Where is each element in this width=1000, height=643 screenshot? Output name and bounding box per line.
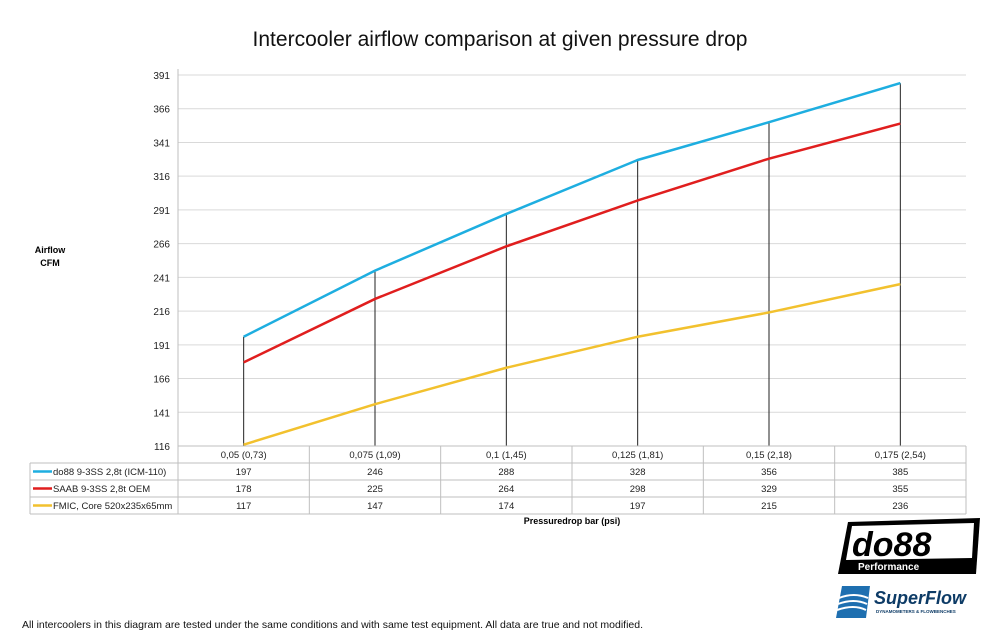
y-tick-label: 266 <box>153 240 170 251</box>
y-tick-label: 141 <box>153 408 170 419</box>
y-tick-label: 166 <box>153 375 170 386</box>
y-axis-label-line2: CFM <box>40 258 60 268</box>
x-tick-label: 0,1 (1,45) <box>486 450 527 461</box>
y-tick-label: 216 <box>153 307 170 318</box>
table-cell: 328 <box>630 467 646 478</box>
x-tick-label: 0,125 (1,81) <box>612 450 663 461</box>
table-cell: 174 <box>498 501 514 512</box>
table-cell: 329 <box>761 484 777 495</box>
series-line <box>243 81 901 338</box>
legend-label: do88 9-3SS 2,8t (ICM-110) <box>53 467 166 478</box>
x-tick-label: 0,05 (0,73) <box>221 450 267 461</box>
table-cell: 117 <box>236 501 251 512</box>
table-cell: 147 <box>367 501 383 512</box>
superflow-logo: SuperFlow DYNAMOMETERS & FLOWBENCHES <box>836 586 967 618</box>
table-cell: 264 <box>498 484 514 495</box>
svg-text:Performance: Performance <box>858 562 920 573</box>
x-axis-label: Pressuredrop bar (psi) <box>523 516 621 526</box>
y-tick-label: 241 <box>153 273 170 284</box>
table-cell: 178 <box>236 484 252 495</box>
table-cell: 356 <box>761 467 777 478</box>
table-cell: 385 <box>892 467 908 478</box>
series-line <box>243 282 901 446</box>
table-cell: 215 <box>761 501 777 512</box>
chart-title: Intercooler airflow comparison at given … <box>252 28 748 51</box>
y-tick-label: 391 <box>153 71 170 82</box>
y-tick-label: 191 <box>153 341 170 352</box>
svg-text:SuperFlow: SuperFlow <box>874 588 967 608</box>
y-axis-label-line1: Airflow <box>34 245 66 255</box>
y-axis-label: Airflow CFM <box>20 244 80 270</box>
table-cell: 246 <box>367 467 383 478</box>
table-cell: 197 <box>236 467 252 478</box>
svg-text:do88: do88 <box>852 526 931 564</box>
table-cell: 225 <box>367 484 383 495</box>
svg-text:DYNAMOMETERS & FLOWBENCHES: DYNAMOMETERS & FLOWBENCHES <box>876 609 956 614</box>
table-cell: 197 <box>630 501 646 512</box>
y-tick-label: 316 <box>153 172 170 183</box>
x-tick-label: 0,075 (1,09) <box>349 450 400 461</box>
legend-label: SAAB 9-3SS 2,8t OEM <box>53 484 150 495</box>
x-tick-label: 0,15 (2,18) <box>746 450 792 461</box>
table-cell: 355 <box>892 484 908 495</box>
legend-label: FMIC, Core 520x235x65mm <box>53 501 172 512</box>
table-cell: 288 <box>498 467 514 478</box>
footer-note: All intercoolers in this diagram are tes… <box>22 619 644 631</box>
y-tick-label: 366 <box>153 105 170 116</box>
do88-logo: do88 Performance <box>838 518 980 574</box>
y-tick-label: 291 <box>153 206 170 217</box>
table-cell: 236 <box>892 501 908 512</box>
x-tick-label: 0,175 (2,54) <box>875 450 926 461</box>
y-tick-label: 341 <box>153 138 170 149</box>
table-cell: 298 <box>630 484 646 495</box>
series-line <box>243 122 901 364</box>
y-tick-label: 116 <box>154 442 170 453</box>
